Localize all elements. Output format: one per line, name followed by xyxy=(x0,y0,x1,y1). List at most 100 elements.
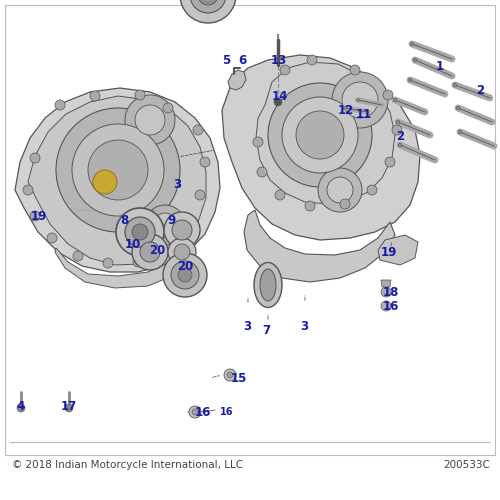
Circle shape xyxy=(200,157,210,167)
Circle shape xyxy=(193,125,203,135)
Text: 6: 6 xyxy=(238,54,246,66)
Circle shape xyxy=(189,406,201,418)
Polygon shape xyxy=(381,280,391,287)
Circle shape xyxy=(356,98,360,102)
Circle shape xyxy=(133,257,143,267)
Text: 20: 20 xyxy=(177,260,193,272)
Circle shape xyxy=(318,168,362,212)
Text: 200533C: 200533C xyxy=(443,460,490,470)
Circle shape xyxy=(381,301,391,311)
Circle shape xyxy=(17,404,25,412)
Text: 15: 15 xyxy=(231,372,247,386)
Circle shape xyxy=(125,217,155,247)
Circle shape xyxy=(55,100,65,110)
Circle shape xyxy=(47,233,57,243)
Circle shape xyxy=(410,42,414,46)
Circle shape xyxy=(103,258,113,268)
Circle shape xyxy=(30,153,40,163)
Text: 11: 11 xyxy=(356,108,372,120)
Circle shape xyxy=(296,111,344,159)
Text: 8: 8 xyxy=(120,214,128,228)
Circle shape xyxy=(456,106,460,110)
Ellipse shape xyxy=(254,262,282,308)
Circle shape xyxy=(174,244,190,260)
Circle shape xyxy=(172,220,192,240)
Text: 12: 12 xyxy=(338,104,354,118)
Circle shape xyxy=(135,105,165,135)
Text: 7: 7 xyxy=(262,324,270,338)
Polygon shape xyxy=(256,62,395,204)
Polygon shape xyxy=(55,240,192,288)
Circle shape xyxy=(23,185,33,195)
Circle shape xyxy=(224,369,236,381)
Circle shape xyxy=(90,91,100,101)
Circle shape xyxy=(163,253,207,297)
Circle shape xyxy=(282,97,358,173)
Text: 16: 16 xyxy=(383,300,399,312)
Circle shape xyxy=(392,125,402,135)
Circle shape xyxy=(350,65,360,75)
Circle shape xyxy=(383,90,393,100)
Text: 4: 4 xyxy=(17,400,25,412)
Text: 19: 19 xyxy=(31,210,47,222)
Circle shape xyxy=(160,247,170,257)
Text: 16: 16 xyxy=(194,406,210,419)
Circle shape xyxy=(305,201,315,211)
Circle shape xyxy=(342,82,378,118)
Text: 3: 3 xyxy=(244,320,252,332)
Text: 1: 1 xyxy=(436,60,444,72)
Polygon shape xyxy=(378,235,418,265)
Polygon shape xyxy=(15,88,220,272)
Text: 14: 14 xyxy=(272,90,288,102)
Circle shape xyxy=(183,223,193,233)
Circle shape xyxy=(408,78,412,82)
Circle shape xyxy=(73,251,83,261)
Circle shape xyxy=(275,190,285,200)
Circle shape xyxy=(88,140,148,200)
Circle shape xyxy=(396,120,400,124)
Polygon shape xyxy=(28,96,206,265)
Circle shape xyxy=(192,409,198,415)
Circle shape xyxy=(116,208,164,256)
Circle shape xyxy=(253,137,263,147)
Circle shape xyxy=(178,268,192,282)
Circle shape xyxy=(393,98,397,102)
Circle shape xyxy=(140,242,160,262)
Text: 17: 17 xyxy=(61,400,77,412)
Text: 3: 3 xyxy=(300,320,308,332)
Circle shape xyxy=(163,103,173,113)
Circle shape xyxy=(280,65,290,75)
Circle shape xyxy=(381,287,391,297)
Circle shape xyxy=(453,83,457,87)
Circle shape xyxy=(164,212,200,248)
Circle shape xyxy=(30,211,40,221)
Circle shape xyxy=(180,0,236,23)
Circle shape xyxy=(268,83,372,187)
Circle shape xyxy=(72,124,164,216)
Circle shape xyxy=(171,261,199,289)
Text: © 2018 Indian Motorcycle International, LLC: © 2018 Indian Motorcycle International, … xyxy=(12,460,243,470)
Circle shape xyxy=(65,404,73,412)
Circle shape xyxy=(198,0,218,5)
Polygon shape xyxy=(244,210,395,282)
Circle shape xyxy=(385,157,395,167)
Circle shape xyxy=(344,106,346,110)
Circle shape xyxy=(93,170,117,194)
Text: 10: 10 xyxy=(124,238,140,250)
Text: 18: 18 xyxy=(383,286,399,299)
Circle shape xyxy=(168,238,196,266)
Text: 20: 20 xyxy=(150,244,166,258)
Circle shape xyxy=(413,58,417,61)
Text: 13: 13 xyxy=(271,54,287,68)
Circle shape xyxy=(145,205,185,245)
Circle shape xyxy=(274,98,282,106)
Circle shape xyxy=(132,234,168,270)
Circle shape xyxy=(135,90,145,100)
Polygon shape xyxy=(228,70,246,90)
Circle shape xyxy=(458,130,462,134)
Circle shape xyxy=(327,177,353,203)
Circle shape xyxy=(190,0,226,13)
Circle shape xyxy=(195,190,205,200)
Text: 2: 2 xyxy=(476,84,484,96)
FancyBboxPatch shape xyxy=(5,5,495,455)
